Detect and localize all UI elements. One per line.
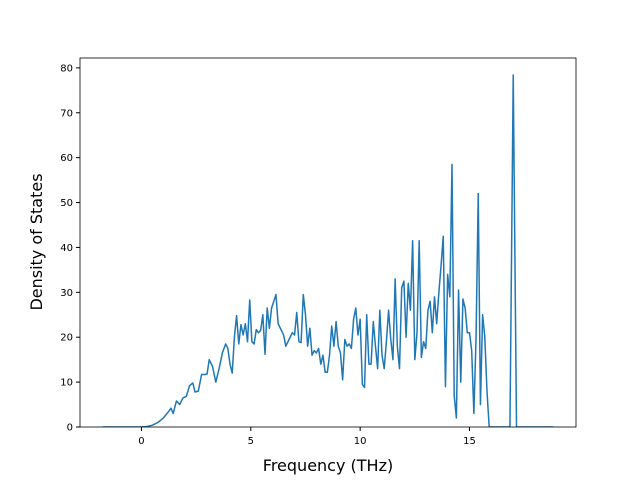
y-tick-label: 80 bbox=[60, 63, 73, 74]
y-tick-label: 60 bbox=[60, 153, 73, 164]
y-tick-label: 40 bbox=[60, 243, 73, 254]
x-axis-label: Frequency (THz) bbox=[263, 456, 393, 475]
dos-line bbox=[102, 74, 554, 427]
y-tick-label: 20 bbox=[60, 333, 73, 344]
x-tick-label: 10 bbox=[354, 436, 367, 447]
y-axis-label: Density of States bbox=[27, 173, 46, 310]
plot-frame bbox=[79, 57, 577, 428]
y-tick-label: 30 bbox=[60, 288, 73, 299]
x-tick-label: 5 bbox=[248, 436, 254, 447]
y-tick-label: 0 bbox=[67, 423, 73, 434]
y-tick-label: 10 bbox=[60, 378, 73, 389]
x-tick-label: 15 bbox=[463, 436, 476, 447]
y-tick-label: 50 bbox=[60, 198, 73, 209]
x-tick-label: 0 bbox=[138, 436, 144, 447]
y-tick-label: 70 bbox=[60, 108, 73, 119]
